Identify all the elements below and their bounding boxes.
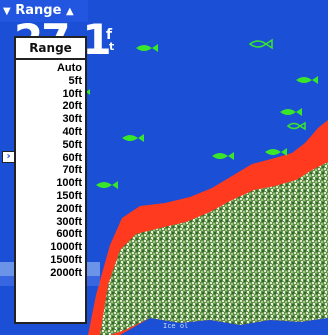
range-menu: Range Auto 5ft 10ft 20ft 30ft 40ft 50ft 60ft 70f… [14, 36, 87, 324]
range-title-bar[interactable]: ▼ Range ▲ [0, 0, 88, 22]
range-option[interactable]: 10ft [62, 87, 82, 100]
fish-icon [122, 134, 144, 142]
fish-icon [136, 44, 158, 52]
range-option[interactable]: 60ft [62, 151, 82, 164]
range-option[interactable]: 2000ft [50, 266, 82, 279]
arrow-up-icon: ▲ [65, 6, 74, 17]
range-option[interactable]: 50ft [62, 138, 82, 151]
arrow-down-icon: ▼ [3, 6, 11, 17]
range-option[interactable]: 30ft [62, 113, 82, 126]
range-option[interactable]: 600ft [56, 228, 82, 241]
fish-icon [248, 38, 273, 50]
bottom-label: Ice ol [163, 322, 189, 330]
range-option[interactable]: 100ft [56, 177, 82, 190]
range-menu-header: Range [16, 38, 85, 60]
depth-unit-top: f [106, 27, 113, 43]
range-option[interactable]: Auto [56, 62, 82, 74]
fish-icon [296, 76, 318, 84]
range-option[interactable]: 20ft [62, 100, 82, 113]
range-option[interactable]: 5ft [68, 74, 82, 87]
fish-icon [286, 121, 306, 131]
range-option[interactable]: 200ft [56, 202, 82, 215]
arrow-right-icon[interactable]: › [2, 151, 15, 163]
fish-icon [265, 148, 287, 156]
range-option[interactable]: 150ft [56, 189, 82, 202]
fish-icon [212, 152, 234, 160]
range-option[interactable]: 1500ft [50, 253, 82, 266]
range-option[interactable]: 70ft [62, 164, 82, 177]
seabed-clutter [100, 162, 328, 335]
fish-icon [280, 108, 302, 116]
fish-icon [86, 89, 90, 95]
range-option[interactable]: 300ft [56, 215, 82, 228]
depth-unit-bottom: t [109, 40, 115, 53]
range-title-label: Range [15, 3, 62, 18]
range-option[interactable]: 40ft [62, 125, 82, 138]
range-option[interactable]: 1000ft [50, 241, 82, 254]
depth-unit: f t [106, 28, 114, 54]
seabed-clutter-lower [120, 318, 328, 335]
fish-icon [96, 181, 118, 189]
range-options-list: Auto 5ft 10ft 20ft 30ft 40ft 50ft 60ft 70ft 100ft… [16, 62, 85, 280]
